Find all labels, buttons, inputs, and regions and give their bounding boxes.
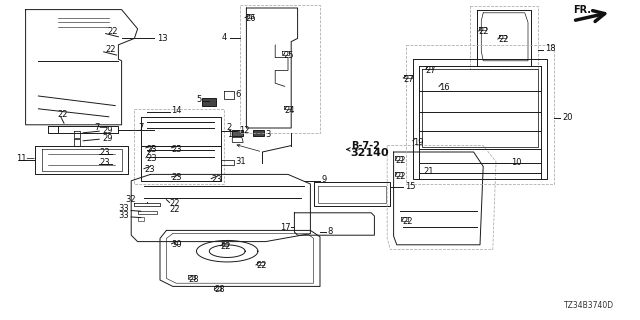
Text: 23: 23 <box>172 173 182 182</box>
Text: 12: 12 <box>239 126 249 135</box>
Text: 11—: 11— <box>16 154 35 163</box>
Text: 25: 25 <box>284 52 294 60</box>
Text: 32140: 32140 <box>351 148 389 158</box>
Text: 23: 23 <box>146 145 157 154</box>
Text: 32: 32 <box>125 195 136 204</box>
Text: 18: 18 <box>545 44 556 53</box>
Text: 22: 22 <box>106 45 116 54</box>
Text: 23: 23 <box>99 158 110 167</box>
Text: 9: 9 <box>322 175 327 184</box>
Text: 23: 23 <box>172 145 182 154</box>
Text: 28: 28 <box>189 275 200 284</box>
Text: 22: 22 <box>170 205 180 214</box>
Bar <box>232 130 243 136</box>
Text: 22: 22 <box>498 36 508 44</box>
Text: 8: 8 <box>328 227 333 236</box>
Text: 17: 17 <box>280 223 291 232</box>
Text: 3: 3 <box>266 130 271 139</box>
Text: 29: 29 <box>102 134 113 143</box>
Text: 4: 4 <box>222 33 227 42</box>
Text: 33: 33 <box>118 212 129 220</box>
Text: 5: 5 <box>196 95 202 104</box>
Text: 19: 19 <box>413 138 423 147</box>
Text: 10: 10 <box>511 158 521 167</box>
Text: TZ34B3740D: TZ34B3740D <box>564 301 614 310</box>
Text: 2: 2 <box>227 124 232 132</box>
Bar <box>202 98 216 106</box>
Text: 7—: 7— <box>95 123 108 132</box>
Text: 22: 22 <box>396 156 406 165</box>
Text: 16: 16 <box>439 83 450 92</box>
Text: 6: 6 <box>236 90 241 99</box>
Text: 31: 31 <box>236 157 246 166</box>
Text: 14: 14 <box>172 106 182 115</box>
Text: 27: 27 <box>403 75 414 84</box>
Text: 7: 7 <box>138 123 143 132</box>
Text: 22: 22 <box>479 28 489 36</box>
Text: 26: 26 <box>245 14 256 23</box>
Text: 1: 1 <box>227 130 232 139</box>
Text: 22: 22 <box>221 242 231 251</box>
Text: 22: 22 <box>170 199 180 208</box>
Text: 22: 22 <box>256 261 266 270</box>
Text: 22: 22 <box>396 172 406 181</box>
Text: 23: 23 <box>144 165 155 174</box>
Text: 22: 22 <box>108 27 118 36</box>
Text: 13: 13 <box>157 34 168 43</box>
Text: 33: 33 <box>118 204 129 213</box>
Text: 22: 22 <box>58 110 68 119</box>
Text: 15: 15 <box>405 182 415 191</box>
Text: 22: 22 <box>402 217 412 226</box>
Text: B-7-2: B-7-2 <box>351 140 380 151</box>
Text: FR.: FR. <box>573 5 591 15</box>
Text: 24: 24 <box>285 106 295 115</box>
Text: 23: 23 <box>146 154 157 163</box>
Text: 30: 30 <box>172 240 182 249</box>
Text: 28: 28 <box>214 285 225 294</box>
Text: 20: 20 <box>562 113 572 122</box>
Bar <box>253 130 264 136</box>
Text: 29: 29 <box>102 126 113 135</box>
Text: 23: 23 <box>211 175 222 184</box>
Text: 21: 21 <box>424 167 434 176</box>
Text: 23: 23 <box>99 148 110 157</box>
Text: 27: 27 <box>426 66 436 75</box>
